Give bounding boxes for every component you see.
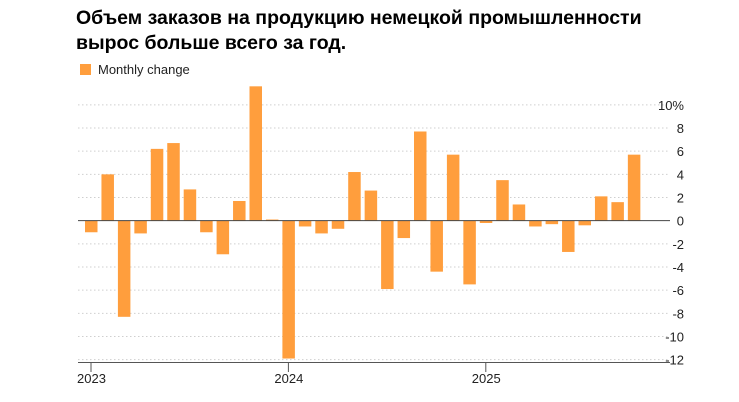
y-tick-label: 8 — [677, 121, 684, 136]
chart-title-line-1: Объем заказов на продукцию немецкой пром… — [76, 7, 642, 29]
bar-2025-10 — [627, 154, 641, 221]
y-tick-label: -6 — [672, 283, 684, 298]
bar-2025-02 — [496, 180, 509, 221]
bar-2023-10 — [233, 200, 246, 221]
bar-2024-11 — [446, 154, 460, 221]
bar-2023-02 — [101, 174, 114, 221]
bar-2024-03 — [315, 220, 328, 234]
bar-2023-04 — [134, 220, 147, 234]
y-tick-label: 10% — [658, 98, 684, 113]
chart-title-line-2: вырос больше всего за год. — [76, 32, 347, 54]
bar-2024-09 — [414, 131, 427, 221]
y-tick-label: 0 — [677, 214, 684, 229]
bar-2025-06 — [562, 220, 575, 252]
x-tick-label: 2024 — [274, 371, 303, 386]
y-tick-label: 4 — [677, 167, 684, 182]
bar-2024-04 — [331, 220, 345, 229]
bar-2024-10 — [430, 220, 443, 272]
bar-2024-12 — [463, 220, 476, 285]
axes: 10% 8 6 4 2 0 -2 -4 -6 -8 -10 -12 2023 2024 2025 — [77, 98, 684, 386]
bar-2025-05 — [545, 220, 559, 225]
bar-2023-06 — [167, 143, 180, 221]
y-tick-label: -12 — [665, 353, 684, 368]
bar-2023-03 — [117, 220, 131, 317]
y-tick-label: -2 — [672, 237, 684, 252]
bar-2024-02 — [298, 220, 312, 227]
bar-2025-08 — [594, 196, 608, 221]
y-tick-label: 6 — [677, 144, 684, 159]
y-tick-label: -10 — [665, 330, 684, 345]
bar-2025-03 — [512, 204, 526, 221]
bar-2023-11 — [249, 86, 262, 221]
bar-2025-04 — [529, 220, 542, 227]
gridlines — [78, 104, 670, 361]
bar-2025-09 — [611, 202, 624, 221]
x-tick-label: 2023 — [77, 371, 106, 386]
bar-2023-01 — [85, 220, 98, 233]
bar-2024-05 — [348, 172, 361, 221]
bar-2024-07 — [381, 220, 394, 290]
legend-label: Monthly change — [98, 62, 190, 77]
bar-2023-08 — [200, 220, 213, 233]
bar-2023-05 — [150, 148, 164, 221]
bar-2025-07 — [578, 220, 591, 226]
bars — [85, 86, 641, 359]
chart-title: Объем заказов на продукцию немецкой пром… — [76, 6, 716, 56]
y-tick-label: -8 — [672, 306, 684, 321]
bar-2023-09 — [216, 220, 230, 255]
y-tick-label: -4 — [672, 260, 684, 275]
bar-2023-07 — [183, 189, 197, 221]
legend-swatch — [80, 64, 91, 75]
x-tick-label: 2025 — [472, 371, 501, 386]
bar-2025-01 — [479, 220, 493, 223]
bar-2024-06 — [364, 190, 378, 221]
bar-2024-01 — [282, 220, 295, 359]
legend: Monthly change — [80, 62, 190, 77]
bar-2023-12 — [265, 219, 279, 221]
y-tick-label: 2 — [677, 191, 684, 206]
bar-2024-08 — [397, 220, 411, 239]
